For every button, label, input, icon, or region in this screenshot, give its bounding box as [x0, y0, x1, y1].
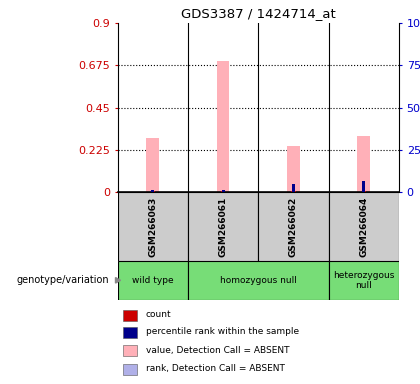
Text: percentile rank within the sample: percentile rank within the sample: [146, 327, 299, 336]
Bar: [328, 261, 399, 300]
Bar: [217, 61, 229, 192]
Bar: [292, 184, 295, 192]
Text: wild type: wild type: [132, 276, 173, 285]
Bar: [362, 191, 366, 192]
Text: GSM266064: GSM266064: [360, 196, 368, 257]
Bar: [123, 364, 137, 375]
Text: rank, Detection Call = ABSENT: rank, Detection Call = ABSENT: [146, 364, 285, 373]
Text: count: count: [146, 310, 171, 319]
Bar: [328, 192, 399, 261]
Bar: [188, 261, 328, 300]
Bar: [118, 192, 188, 261]
Text: genotype/variation: genotype/variation: [16, 275, 109, 285]
Bar: [150, 191, 155, 192]
Text: GSM266061: GSM266061: [219, 197, 228, 257]
Bar: [258, 192, 328, 261]
Bar: [123, 326, 137, 338]
Text: GSM266063: GSM266063: [148, 197, 157, 257]
Text: value, Detection Call = ABSENT: value, Detection Call = ABSENT: [146, 346, 289, 355]
Text: GSM266062: GSM266062: [289, 197, 298, 257]
Text: homozygous null: homozygous null: [220, 276, 297, 285]
Bar: [357, 136, 370, 192]
Bar: [147, 139, 159, 192]
Bar: [362, 181, 365, 192]
Bar: [123, 345, 137, 356]
Text: heterozygous
null: heterozygous null: [333, 271, 394, 290]
Bar: [123, 310, 137, 321]
Bar: [287, 146, 300, 192]
Bar: [118, 261, 188, 300]
Bar: [222, 190, 225, 192]
Bar: [151, 190, 154, 192]
Title: GDS3387 / 1424714_at: GDS3387 / 1424714_at: [181, 7, 336, 20]
Bar: [188, 192, 258, 261]
